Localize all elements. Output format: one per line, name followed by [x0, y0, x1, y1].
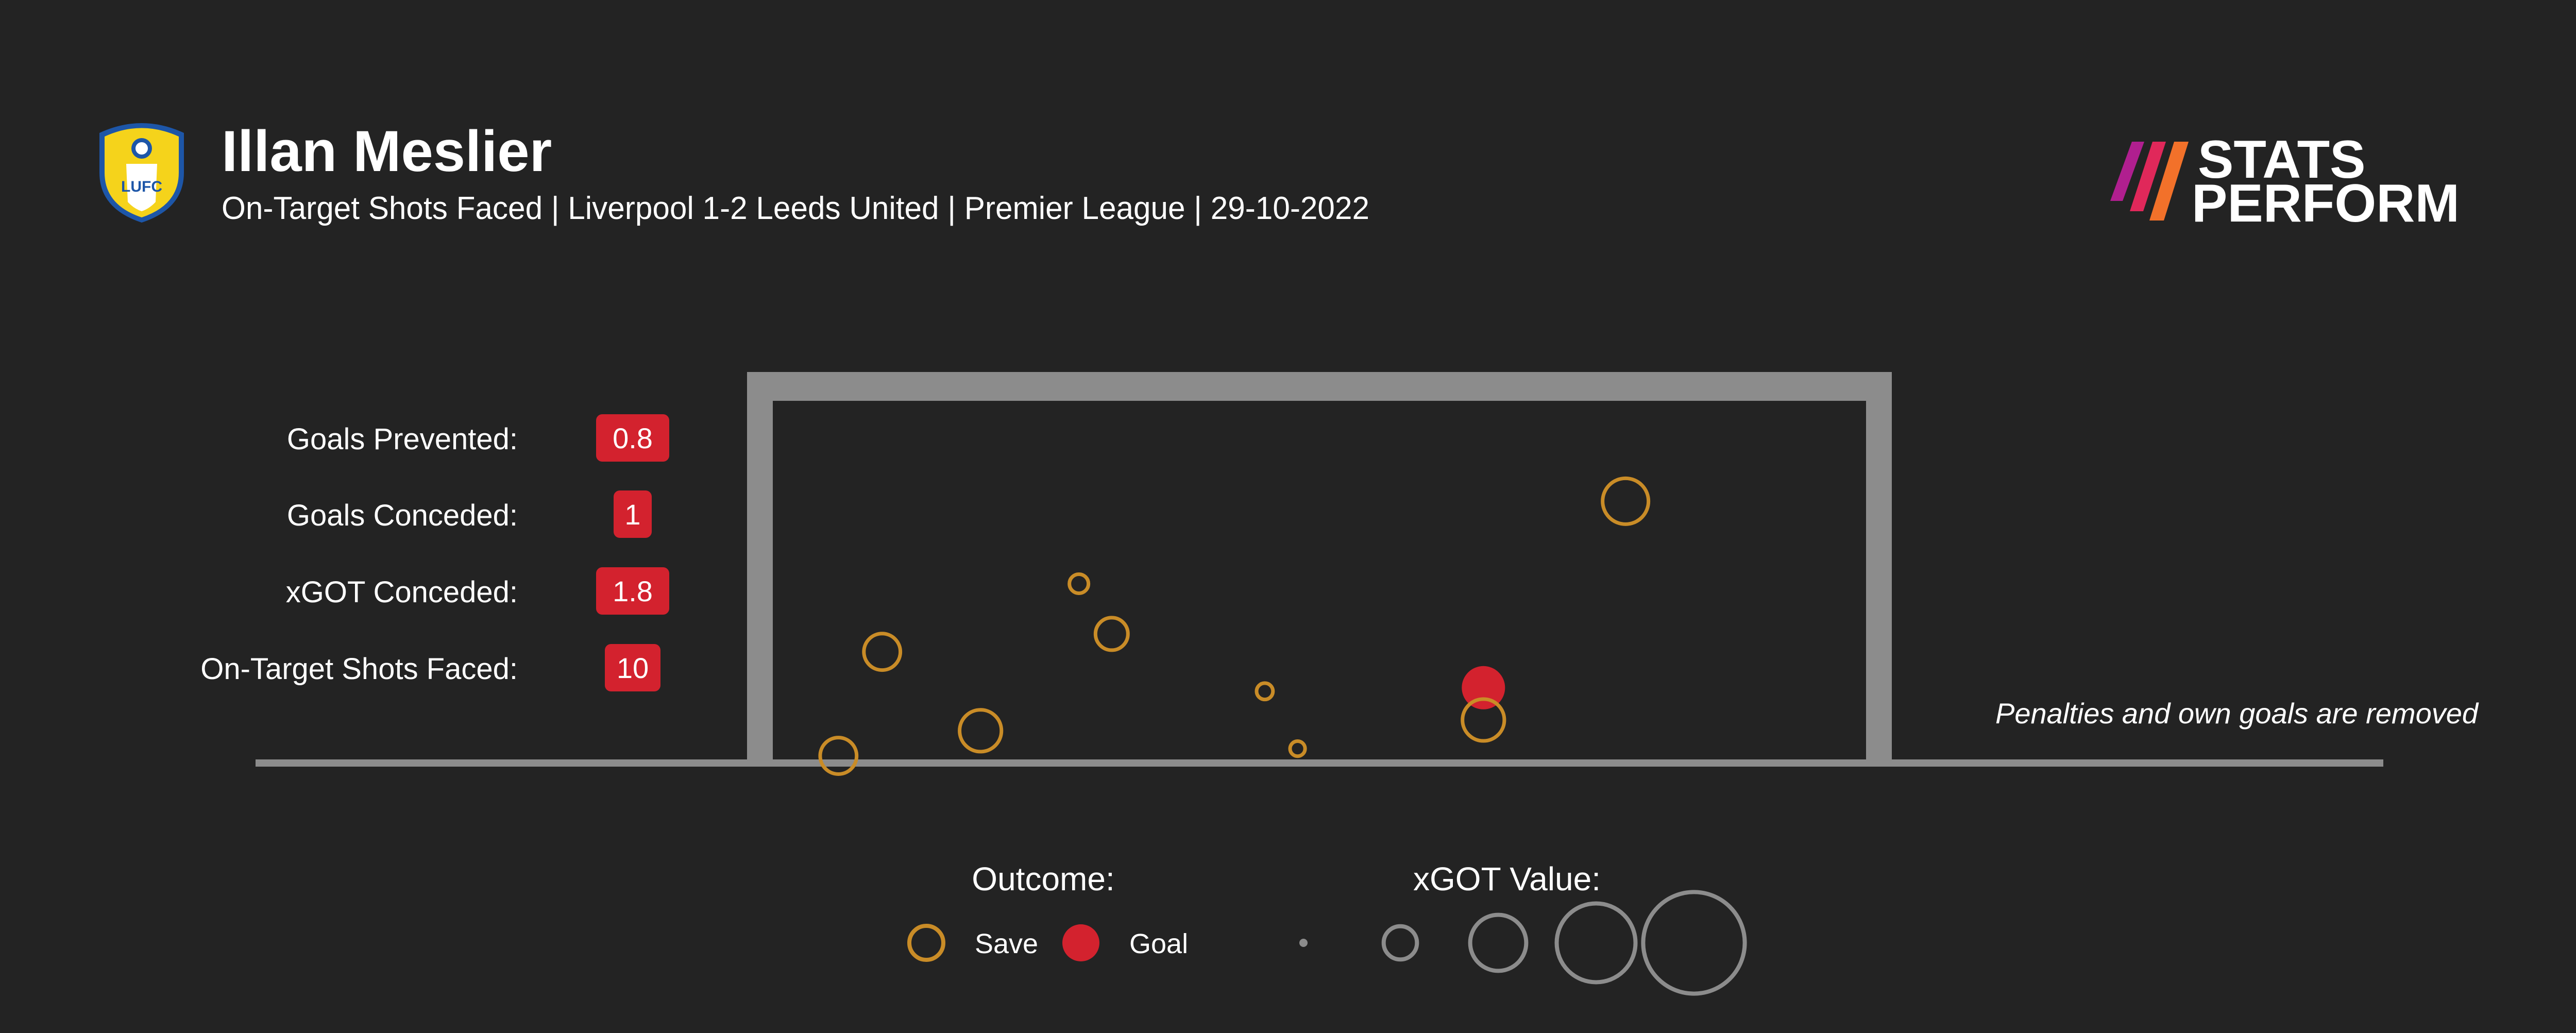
- legend-save-label: Save: [975, 928, 1038, 959]
- left-post: [747, 372, 773, 765]
- shot-save: [1093, 616, 1130, 652]
- stat-label: xGOT Conceded:: [286, 575, 518, 609]
- stat-value: 1.8: [613, 575, 653, 607]
- exclusion-note: Penalties and own goals are removed: [1995, 697, 2479, 730]
- stat-label: Goals Conceded:: [287, 499, 518, 532]
- player-name: Illan Meslier: [222, 119, 552, 183]
- brand-line-1: STATS: [2198, 130, 2365, 190]
- stat-label: Goals Prevented:: [287, 422, 518, 456]
- legend-save-marker: [907, 924, 945, 962]
- xgot-size-marker: [1468, 912, 1529, 973]
- brand-line-2: PERFORM: [2192, 174, 2460, 233]
- legend: Outcome: Save Goal xGOT Value:: [907, 860, 1747, 996]
- shot-save: [862, 632, 903, 672]
- stat-label: On-Target Shots Faced:: [200, 652, 518, 686]
- shot-save: [1461, 697, 1506, 743]
- shot-save: [1067, 572, 1091, 595]
- stat-value-badge: [605, 644, 660, 691]
- shot-save: [958, 708, 1004, 754]
- crossbar: [747, 372, 1892, 401]
- crest-text: LUFC: [121, 178, 162, 195]
- stat-value: 0.8: [613, 422, 653, 454]
- xgot-size-marker: [1641, 890, 1747, 996]
- stats-perform-logo: STATS PERFORM: [2110, 130, 2460, 233]
- xgot-size-marker: [1299, 939, 1308, 947]
- leeds-united-crest-icon: LUFC: [99, 123, 184, 223]
- legend-xgot-sizes: [1299, 890, 1747, 996]
- goal-frame: [256, 372, 2383, 767]
- chart-subtitle: On-Target Shots Faced | Liverpool 1-2 Le…: [222, 191, 1369, 226]
- shot-save: [1288, 739, 1307, 758]
- stat-value-badge: [596, 414, 669, 462]
- shot-save: [818, 736, 859, 776]
- stat-value-badge: [614, 490, 652, 538]
- stat-value: 10: [617, 652, 649, 684]
- shot-save: [1601, 476, 1651, 526]
- stat-value: 1: [624, 498, 640, 531]
- stats-panel: Goals Prevented: 0.8 Goals Conceded: 1 xGOT …: [200, 414, 669, 691]
- shot-goal: [1462, 666, 1505, 709]
- legend-goal-marker: [1062, 924, 1099, 961]
- ground-line: [256, 759, 2383, 767]
- stats-perform-stripes-icon: [2110, 142, 2189, 221]
- shot-markers: [818, 476, 1651, 776]
- xgot-size-marker: [1381, 924, 1419, 962]
- stat-value-badge: [596, 567, 669, 615]
- shot-save: [1255, 681, 1275, 702]
- right-post: [1866, 372, 1892, 765]
- legend-outcome-title: Outcome:: [972, 860, 1114, 897]
- legend-xgot-title: xGOT Value:: [1413, 860, 1601, 897]
- xgot-size-marker: [1554, 901, 1638, 985]
- legend-goal-label: Goal: [1129, 928, 1188, 959]
